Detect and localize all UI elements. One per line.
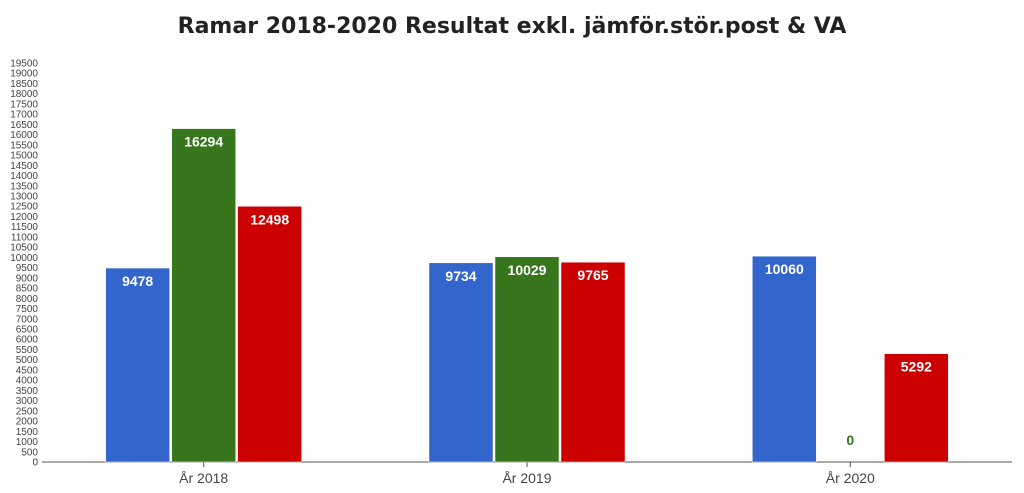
y-tick-label: 15000 [10,151,38,162]
y-tick-label: 500 [21,447,38,458]
bar [428,262,494,463]
bar [237,206,302,463]
y-tick-label: 8000 [16,294,39,305]
data-label: 5292 [901,359,932,375]
y-tick-label: 18000 [10,89,38,100]
bar [171,128,236,463]
y-tick-label: 19000 [10,69,38,80]
y-tick-label: 16500 [10,120,38,131]
y-tick-label: 14500 [10,161,38,172]
y-tick-label: 17000 [10,110,38,121]
y-tick-label: 4000 [16,376,39,387]
chart-title: Ramar 2018-2020 Resultat exkl. jämför.st… [177,14,847,39]
y-tick-label: 5000 [16,355,39,366]
y-tick-label: 5500 [16,345,39,356]
y-tick-label: 14000 [10,171,38,182]
data-label: 9734 [445,268,476,284]
bar [884,353,949,463]
y-tick-label: 19500 [10,59,38,70]
y-tick-label: 12500 [10,202,38,213]
y-tick-label: 11000 [11,232,39,243]
y-tick-label: 8500 [16,284,39,295]
y-tick-label: 2500 [16,406,39,417]
data-label: 9478 [122,273,153,289]
data-label: 0 [846,432,854,448]
y-tick-label: 15500 [10,140,38,151]
y-tick-label: 16000 [10,130,38,141]
y-tick-label: 4500 [16,365,39,376]
x-category-label: År 2019 [502,470,551,486]
bar [752,255,817,463]
y-tick-label: 6000 [16,335,39,346]
data-label: 10060 [765,261,804,277]
y-tick-label: 3500 [16,386,39,397]
y-tick-label: 13500 [10,181,38,192]
y-tick-label: 1500 [16,427,39,438]
y-tick-label: 2000 [16,417,39,428]
data-label: 9765 [577,267,608,283]
data-label: 10029 [508,262,547,278]
y-tick-label: 9000 [16,273,39,284]
bar [494,256,560,463]
y-tick-label: 12000 [10,212,38,223]
y-tick-label: 18500 [10,79,38,90]
y-tick-label: 0 [32,458,38,469]
x-category-label: År 2018 [179,470,228,486]
y-tick-label: 13000 [10,192,38,203]
y-tick-label: 10000 [10,253,38,264]
y-tick-label: 1000 [16,437,39,448]
y-tick-label: 3000 [16,396,39,407]
y-tick-label: 7000 [16,314,39,325]
y-tick-label: 17500 [10,99,38,110]
y-tick-label: 9500 [16,263,39,274]
y-tick-label: 7500 [16,304,39,315]
y-tick-label: 11500 [11,222,39,233]
y-tick-label: 6500 [16,325,39,336]
bar [105,267,170,463]
data-label: 12498 [250,211,289,227]
y-tick-label: 10500 [10,243,38,254]
x-category-label: År 2020 [826,470,875,486]
data-label: 16294 [184,134,223,150]
bar [560,261,626,463]
